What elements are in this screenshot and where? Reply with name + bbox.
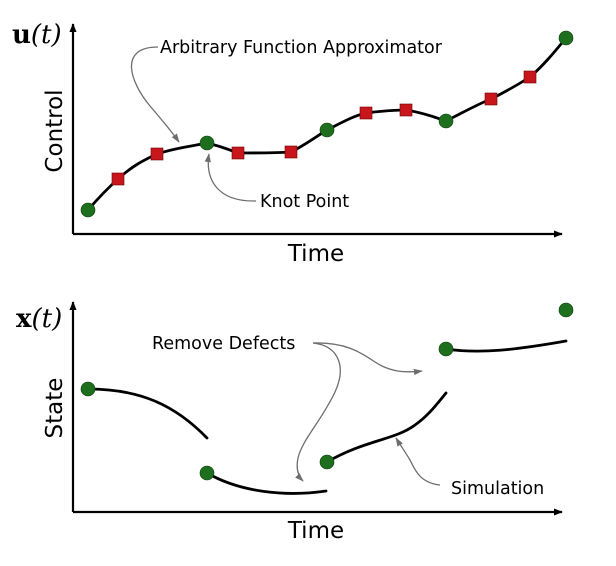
simulation-segment <box>325 391 448 464</box>
approximator-annotation: Arbitrary Function Approximator <box>160 38 443 58</box>
collocation-point <box>231 146 245 160</box>
knot-point <box>319 122 335 138</box>
state-panel: x(t) State Time Remove Defects Simulatio… <box>16 301 574 544</box>
top-x-label: Time <box>287 241 344 267</box>
simulation-segment <box>86 387 209 440</box>
bottom-y-symbol-arg: (t) <box>32 304 63 334</box>
approximator-leader <box>130 46 180 143</box>
knot-point <box>438 341 454 357</box>
collocation-point <box>399 103 413 117</box>
collocation-point <box>359 106 373 120</box>
knot-point <box>80 202 96 218</box>
knot-annotation: Knot Point <box>260 192 349 212</box>
knot-point <box>438 113 454 129</box>
defects-leader-right <box>312 342 423 376</box>
defects-leader-down <box>295 342 341 482</box>
knot-point <box>199 135 215 151</box>
knot-point <box>319 454 335 470</box>
knot-leader <box>204 153 257 202</box>
knot-point <box>80 381 96 397</box>
simulation-leader <box>395 437 441 486</box>
defects-annotation: Remove Defects <box>152 334 295 354</box>
top-y-symbol: u(t) <box>12 20 62 50</box>
control-panel: u(t) Control Time Arbitrary Function App… <box>12 20 574 267</box>
simulation-segment <box>205 471 328 495</box>
collocation-point <box>284 145 298 159</box>
knot-point <box>558 302 574 318</box>
bottom-y-symbol: x(t) <box>16 304 62 334</box>
bottom-y-symbol-letter: x <box>16 304 32 334</box>
collocation-point <box>484 92 498 106</box>
bottom-y-label: State <box>42 378 68 439</box>
simulation-segment <box>444 339 568 353</box>
collocation-point <box>523 70 537 84</box>
bottom-x-label: Time <box>287 518 344 544</box>
top-y-symbol-letter: u <box>12 20 31 50</box>
knot-point <box>199 465 215 481</box>
collocation-point <box>111 172 125 186</box>
knot-point <box>558 30 574 46</box>
collocation-point <box>150 147 164 161</box>
top-y-symbol-arg: (t) <box>31 20 62 50</box>
simulation-annotation: Simulation <box>451 479 544 499</box>
top-y-label: Control <box>42 89 68 172</box>
